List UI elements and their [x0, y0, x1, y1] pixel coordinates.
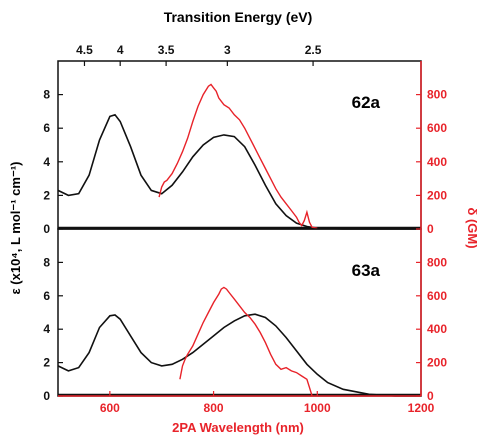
top-tick-label: 3.5	[158, 43, 175, 57]
bottom-axis: 600 800 1000 1200	[58, 391, 435, 415]
left-tick-label: 8	[43, 255, 50, 269]
right-tick-label: 200	[427, 188, 447, 202]
top-axis-title: Transition Energy (eV)	[164, 9, 313, 25]
left-tick-label: 6	[43, 121, 50, 135]
right-tick-label: 800	[427, 255, 447, 269]
left-tick-label: 8	[43, 88, 50, 102]
panel-62a-frame	[57, 60, 422, 230]
left-axis: 0 2 4 6 8 0 2 4 6 8	[43, 88, 63, 403]
top-tick-label: 3	[224, 43, 231, 57]
panel-62a: 62a	[57, 60, 422, 230]
absorption-line-63a	[57, 313, 421, 397]
right-tick-label: 200	[427, 356, 447, 370]
bottom-tick-label: 600	[100, 401, 120, 415]
right-tick-label: 600	[427, 121, 447, 135]
left-tick-label: 2	[43, 356, 50, 370]
left-tick-label: 0	[43, 222, 50, 236]
panel-63a-frame	[57, 228, 422, 397]
top-axis: 4.5 4 3.5 3 2.5	[76, 43, 322, 66]
right-tick-label: 0	[427, 389, 434, 403]
panel-label-63a: 63a	[352, 261, 381, 280]
bottom-tick-label: 1200	[408, 401, 435, 415]
right-tick-label: 800	[427, 88, 447, 102]
right-tick-label: 0	[427, 222, 434, 236]
right-tick-label: 400	[427, 155, 447, 169]
top-tick-label: 4	[117, 43, 124, 57]
right-tick-label: 600	[427, 289, 447, 303]
panel-label-62a: 62a	[352, 93, 381, 112]
top-tick-label: 2.5	[305, 43, 322, 57]
absorption-line-62a	[57, 113, 421, 230]
panel-63a: 63a	[57, 228, 422, 397]
right-tick-label: 400	[427, 322, 447, 336]
tpa-line-63a	[179, 286, 313, 397]
bottom-tick-label: 800	[204, 401, 224, 415]
left-tick-label: 4	[43, 322, 50, 336]
left-tick-label: 2	[43, 188, 50, 202]
left-tick-label: 6	[43, 289, 50, 303]
right-axis-title: δ (GM)	[465, 207, 477, 248]
top-tick-label: 4.5	[76, 43, 93, 57]
left-tick-label: 4	[43, 155, 50, 169]
left-tick-label: 0	[43, 389, 50, 403]
bottom-tick-label: 1000	[304, 401, 331, 415]
left-axis-title: ε (x10⁴, L mol⁻¹ cm⁻¹)	[8, 162, 23, 295]
tpa-line-62a	[158, 83, 318, 229]
bottom-axis-title: 2PA Wavelength (nm)	[172, 420, 304, 435]
right-axis: 0 200 400 600 800 0 200 400 600 800	[416, 61, 447, 403]
